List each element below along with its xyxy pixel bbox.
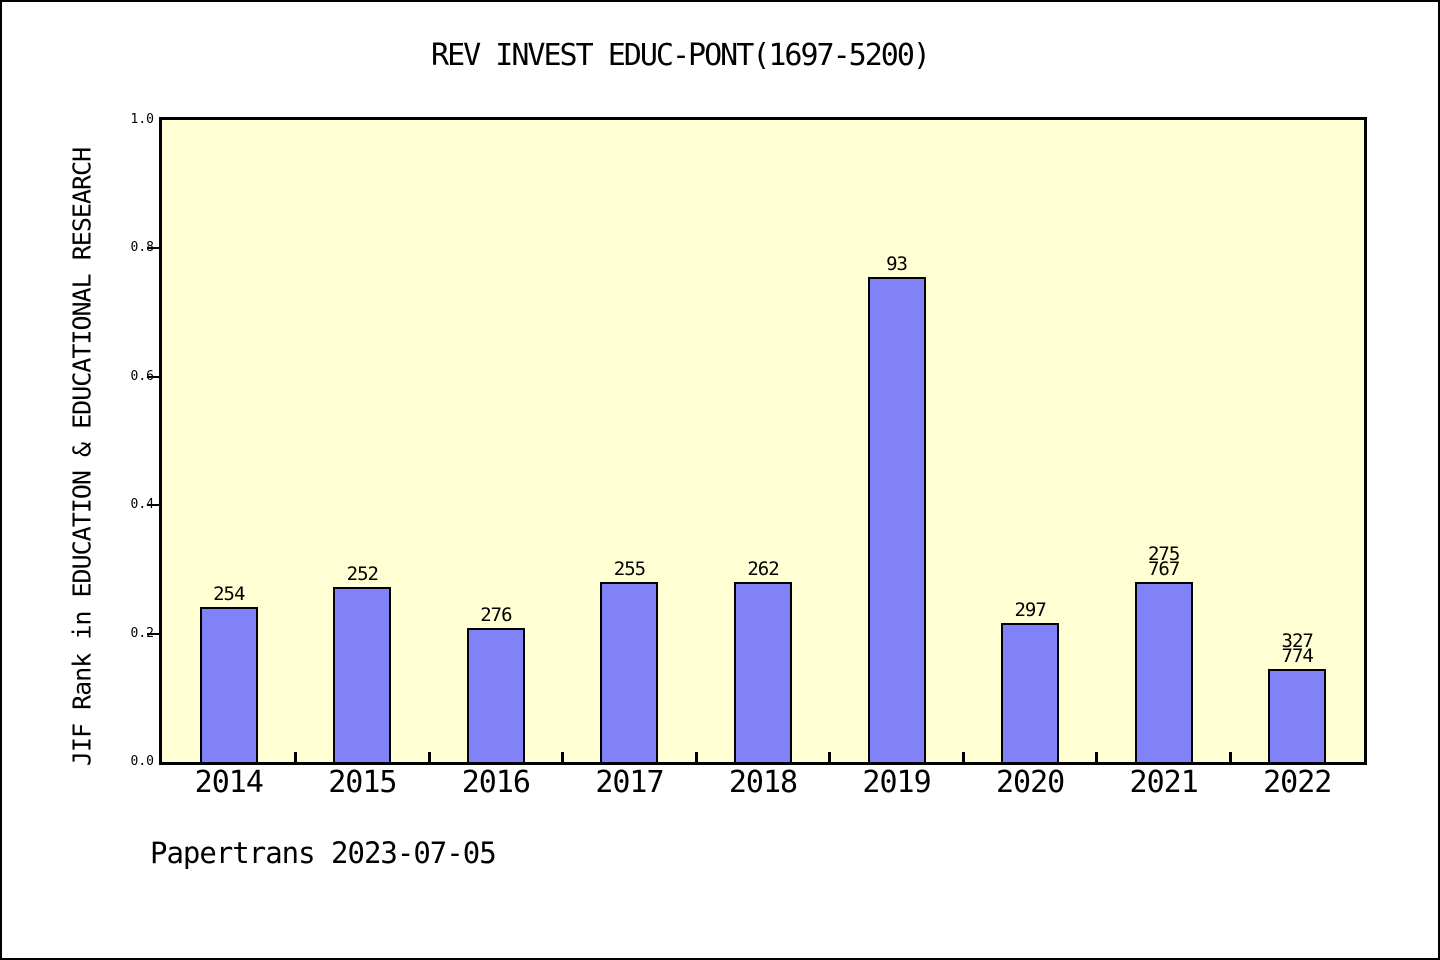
bar-value-label-2021: 275 767 bbox=[1147, 542, 1180, 580]
x-tick-label-2018: 2018 bbox=[728, 765, 798, 800]
y-tick-label-1.0: 1.0 bbox=[130, 112, 154, 127]
bar-value-label-2014: 254 bbox=[213, 583, 245, 606]
y-tick-label-0.8: 0.8 bbox=[130, 240, 154, 256]
y-tick-mark-0.6 bbox=[147, 375, 160, 378]
x-tick-label-2022: 2022 bbox=[1263, 765, 1332, 800]
x-tick-mark bbox=[427, 752, 431, 762]
x-tick-label-2017: 2017 bbox=[595, 765, 664, 800]
x-tick-label-2015: 2015 bbox=[328, 765, 397, 800]
x-tick-label-2020: 2020 bbox=[995, 765, 1065, 800]
footer-watermark: Papertrans 2023-07-05 bbox=[150, 836, 497, 870]
bar-value-label-2018: 262 bbox=[747, 557, 779, 580]
x-tick-mark bbox=[694, 752, 698, 762]
bar-2016 bbox=[466, 628, 525, 764]
bar-value-label-2016: 276 bbox=[480, 604, 512, 627]
x-tick-label-2014: 2014 bbox=[194, 765, 264, 800]
bar-2019 bbox=[867, 277, 926, 764]
chart-title: REV INVEST EDUC-PONT(1697-5200) bbox=[431, 38, 931, 73]
bar-2020 bbox=[1001, 622, 1060, 764]
bar-value-label-2020: 297 bbox=[1014, 598, 1046, 621]
x-tick-mark bbox=[561, 752, 565, 762]
y-tick-label-0.6: 0.6 bbox=[130, 368, 154, 384]
y-tick-label-0.2: 0.2 bbox=[130, 625, 154, 641]
x-tick-label-2019: 2019 bbox=[862, 765, 931, 800]
y-tick-mark-0.8 bbox=[147, 247, 160, 250]
x-tick-label-2016: 2016 bbox=[461, 765, 531, 800]
bar-value-label-2019: 93 bbox=[886, 253, 908, 276]
bar-2021 bbox=[1134, 581, 1193, 764]
bar-2017 bbox=[600, 581, 659, 764]
bar-2022 bbox=[1268, 668, 1327, 764]
x-tick-mark bbox=[828, 752, 832, 762]
bar-2018 bbox=[734, 581, 792, 764]
bar-2015 bbox=[333, 587, 392, 764]
y-tick-label-0.4: 0.4 bbox=[130, 497, 154, 513]
x-tick-mark bbox=[961, 752, 965, 762]
y-tick-mark-0.4 bbox=[147, 504, 160, 507]
bar-2014 bbox=[199, 607, 258, 764]
y-tick-mark-0.2 bbox=[147, 632, 160, 635]
x-tick-label-2021: 2021 bbox=[1129, 765, 1199, 800]
y-tick-label-0.0: 0.0 bbox=[130, 754, 154, 769]
x-tick-mark bbox=[1228, 752, 1232, 762]
bar-value-label-2017: 255 bbox=[613, 557, 646, 580]
bar-value-label-2015: 252 bbox=[346, 563, 379, 586]
x-tick-mark bbox=[1095, 752, 1099, 762]
y-axis-label: JIF Rank in EDUCATION & EDUCATIONAL RESE… bbox=[67, 147, 97, 767]
bar-value-label-2022: 327 774 bbox=[1281, 629, 1314, 667]
x-tick-mark bbox=[294, 752, 298, 762]
